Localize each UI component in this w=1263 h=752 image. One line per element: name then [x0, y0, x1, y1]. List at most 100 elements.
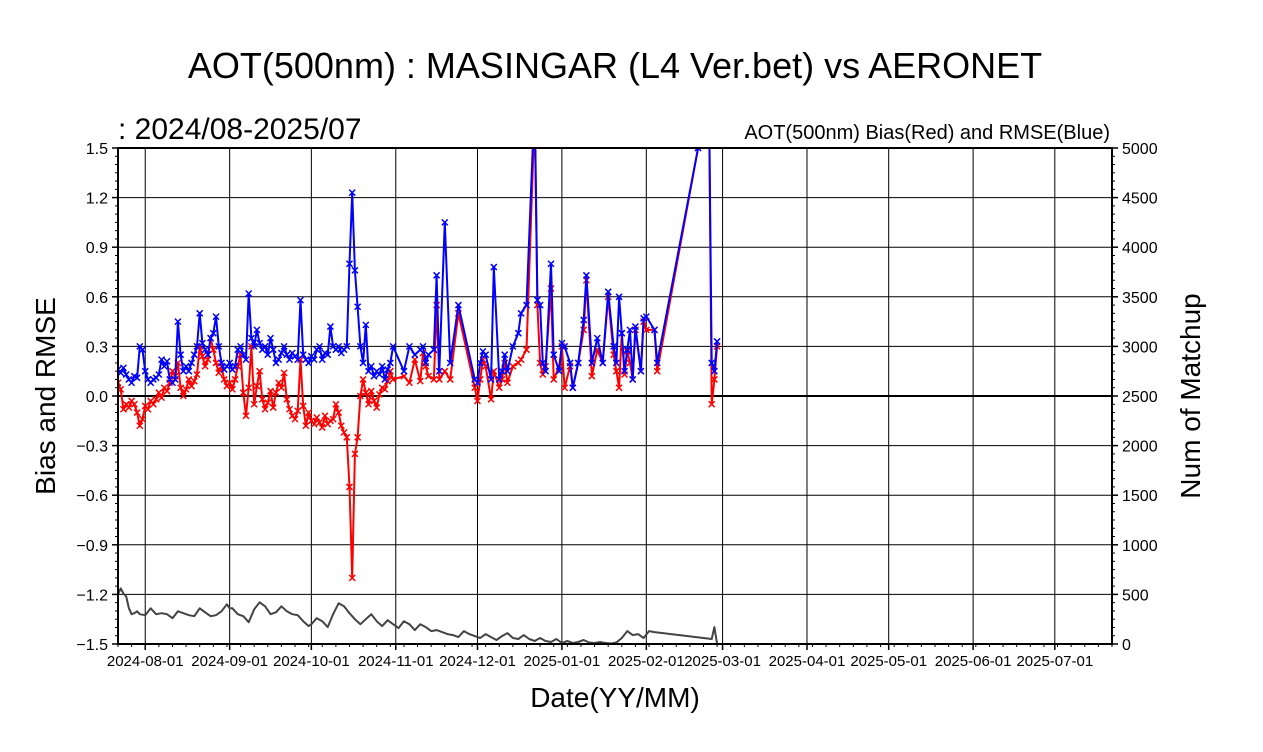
series-0-point	[351, 450, 359, 458]
series-0-point	[435, 375, 443, 383]
series-1-point	[694, 148, 702, 152]
series-0-point	[258, 395, 266, 403]
series-0-point	[612, 367, 620, 375]
x-tick-label: 2024-12-01	[439, 653, 516, 670]
series-1-point	[119, 364, 127, 372]
series-0-point	[708, 400, 716, 408]
series-0-point	[212, 359, 220, 367]
series-1-point	[286, 356, 294, 364]
series-0-point	[119, 405, 127, 413]
series-1-point	[261, 342, 269, 350]
series-1-point	[713, 337, 721, 345]
series-0-point	[277, 384, 285, 392]
y-tick-label: −0.6	[76, 488, 108, 505]
series-1-point	[610, 342, 618, 350]
plot-frame	[117, 147, 1113, 645]
series-0-point	[291, 415, 299, 423]
series-0-point	[367, 387, 375, 395]
series-0-point	[118, 379, 122, 387]
series-1-point	[294, 356, 302, 364]
series-1-point	[495, 375, 503, 383]
series-0-point	[228, 385, 236, 393]
series-1-point	[215, 342, 223, 350]
y-tick-label: −1.5	[76, 637, 108, 654]
series-1-point	[209, 329, 217, 337]
series-1-point	[536, 301, 544, 309]
series-1-point	[566, 359, 574, 367]
series-0-point	[280, 369, 288, 377]
series-0-point	[356, 392, 364, 400]
series-0-point	[245, 384, 253, 392]
series-1-point	[318, 356, 326, 364]
series-0-point	[310, 420, 318, 428]
series-1-point	[476, 359, 484, 367]
series-0-point	[710, 375, 718, 383]
series-0-point	[302, 422, 310, 430]
series-1-point	[542, 367, 550, 375]
series-1-point	[237, 342, 245, 350]
series-0-point	[370, 397, 378, 405]
series-1-point	[435, 367, 443, 375]
y2-axis-label: Num of Matchup	[1175, 293, 1206, 498]
series-0-point	[340, 428, 348, 436]
series-0-point	[405, 379, 413, 387]
series-1-point	[348, 189, 356, 197]
chart-title: AOT(500nm) : MASINGAR (L4 Ver.bet) vs AE…	[188, 45, 1042, 86]
series-0-point	[345, 483, 354, 491]
series-0-point	[264, 399, 272, 407]
series-1-point	[533, 296, 541, 304]
series-1-point	[163, 357, 171, 365]
series-1-point	[430, 346, 438, 354]
series-1-point	[487, 375, 495, 383]
series-0-point	[182, 385, 190, 393]
series-1-point	[343, 342, 351, 350]
series-0-point	[615, 384, 623, 392]
series-1-point	[305, 359, 313, 367]
series-1-point	[400, 367, 408, 375]
series-1-point	[299, 351, 307, 359]
plot-area	[118, 148, 721, 644]
series-1-point	[550, 351, 558, 359]
series-1-point	[569, 384, 577, 392]
series-1-point	[539, 359, 547, 367]
series-0-point	[487, 395, 495, 403]
series-0-point	[305, 409, 313, 417]
series-0-point	[190, 377, 198, 385]
series-0-point	[144, 405, 152, 413]
series-1-point	[621, 367, 629, 375]
series-line-2	[118, 587, 719, 644]
x-tick-label: 2024-08-01	[107, 653, 184, 670]
series-0-point	[653, 367, 661, 375]
series-1-point	[196, 309, 204, 317]
series-1-point	[618, 329, 626, 337]
series-1-point	[498, 367, 506, 375]
series-1-point	[187, 359, 196, 367]
series-0-point	[152, 395, 160, 403]
series-1-point	[501, 351, 509, 359]
series-1-point	[446, 359, 454, 367]
series-1-point	[623, 346, 631, 354]
series-0-point	[321, 412, 329, 420]
series-1-point	[351, 266, 359, 274]
series-0-point	[125, 404, 133, 412]
series-1-point	[650, 326, 659, 334]
series-1-point	[365, 367, 373, 375]
series-1-point	[710, 367, 718, 375]
series-1-point	[296, 296, 304, 304]
x-axis-label: Date(YY/MM)	[530, 682, 700, 713]
series-1-point	[574, 359, 582, 367]
series-1-point	[182, 362, 190, 370]
series-1-point	[580, 316, 588, 324]
series-1-point	[231, 362, 239, 370]
series-0-point	[155, 389, 163, 397]
series-0-point	[318, 423, 326, 431]
series-0-point	[362, 389, 370, 397]
series-1-point	[482, 351, 490, 359]
series-1-point	[424, 351, 432, 359]
x-tick-label: 2024-10-01	[273, 653, 350, 670]
series-1-point	[326, 323, 334, 331]
series-1-point	[405, 342, 413, 350]
series-0-point	[588, 372, 596, 380]
x-tick-label: 2025-07-01	[1016, 653, 1093, 670]
series-0-point	[253, 382, 261, 390]
